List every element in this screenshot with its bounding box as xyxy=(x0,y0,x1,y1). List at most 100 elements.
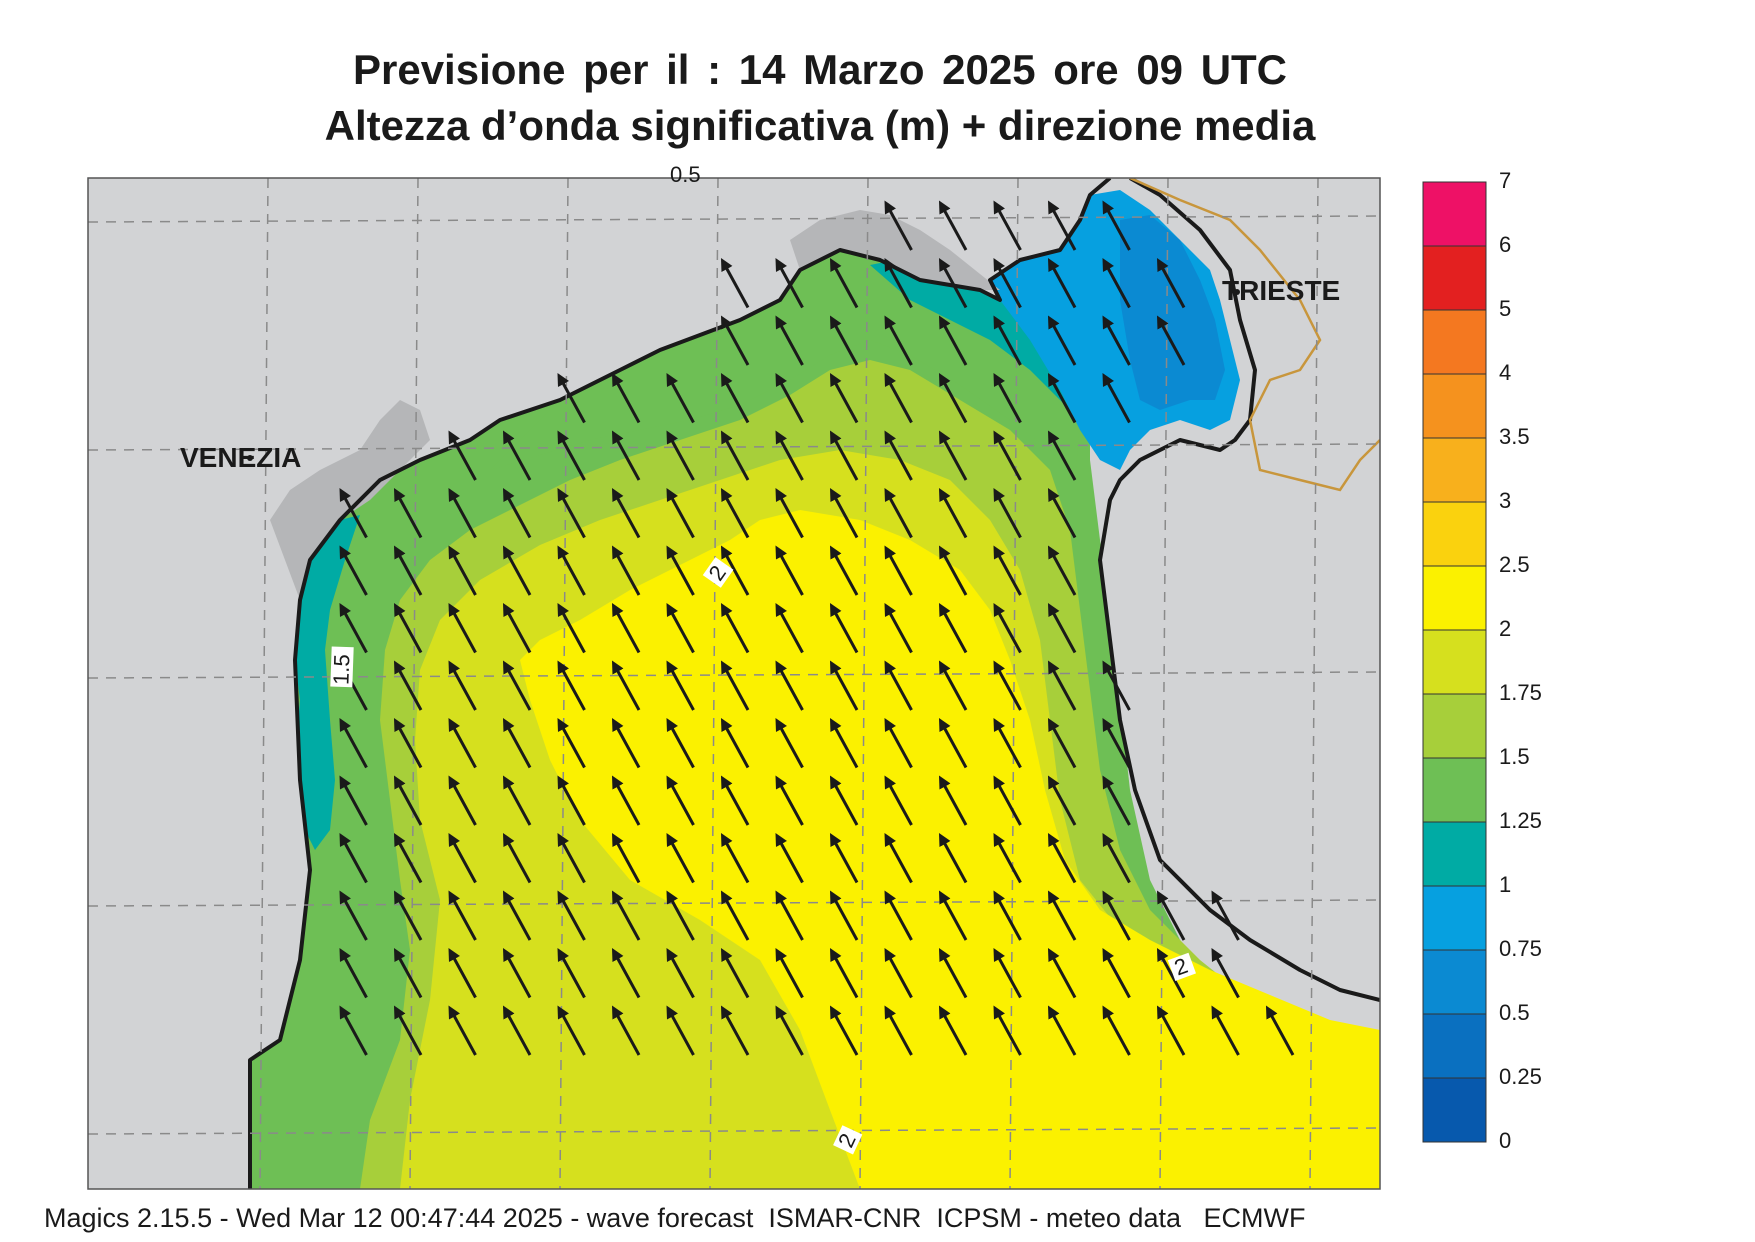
wave-direction-arrow xyxy=(502,660,532,711)
wave-direction-arrow xyxy=(393,947,423,999)
wave-direction-arrow xyxy=(829,1005,859,1056)
wave-direction-arrow xyxy=(611,660,641,711)
wave-direction-arrow xyxy=(775,602,804,654)
wave-direction-arrow xyxy=(884,775,913,826)
grid-meridian xyxy=(859,178,869,1189)
wave-direction-arrow xyxy=(720,602,750,654)
city-label-trieste: TRIESTE xyxy=(1222,275,1340,306)
legend-swatch xyxy=(1422,437,1487,503)
wave-direction-arrow xyxy=(993,1005,1022,1056)
wave-direction-arrow xyxy=(720,1005,750,1056)
legend-swatch xyxy=(1422,949,1487,1015)
wave-direction-arrow xyxy=(938,430,968,481)
wave-direction-arrow xyxy=(938,372,968,424)
legend-level-label: 1.75 xyxy=(1499,680,1542,705)
coastline-istria xyxy=(1098,178,1380,1002)
wave-direction-arrow xyxy=(502,890,532,941)
legend-level-label: 0.5 xyxy=(1499,1000,1530,1025)
wave-direction-arrow xyxy=(557,832,586,884)
wave-direction-arrow xyxy=(775,890,804,941)
wave-direction-arrow xyxy=(938,832,968,884)
wave-direction-arrow xyxy=(339,1005,368,1056)
wave-direction-arrow xyxy=(666,947,695,999)
wave-direction-arrow xyxy=(938,545,968,596)
wave-direction-arrow xyxy=(1047,200,1077,251)
wave-direction-arrow xyxy=(720,545,750,596)
wave-direction-arrow xyxy=(393,1005,423,1056)
wave-direction-arrow xyxy=(557,717,586,769)
wave-direction-arrow xyxy=(611,487,641,539)
wave-direction-arrow xyxy=(938,1005,968,1056)
venezia-marker xyxy=(247,455,253,461)
wave-direction-arrow xyxy=(884,200,913,251)
wave-direction-arrow xyxy=(775,315,804,366)
legend-swatch xyxy=(1422,693,1487,759)
wave-direction-arrow xyxy=(502,832,532,884)
legend-level-label: 6 xyxy=(1499,232,1512,257)
wave-direction-arrow xyxy=(666,487,695,539)
wave-direction-arrow xyxy=(448,545,477,596)
wave-direction-arrow xyxy=(611,545,641,596)
wave-direction-arrow xyxy=(666,602,695,654)
wave-direction-arrow xyxy=(1102,717,1131,769)
wave-direction-arrow xyxy=(993,660,1022,711)
wave-direction-arrow xyxy=(1102,257,1131,309)
legend-level-label: 0.75 xyxy=(1499,936,1542,961)
wave-direction-arrow xyxy=(720,430,750,481)
wave-direction-arrow xyxy=(938,602,968,654)
wave-direction-arrow xyxy=(993,947,1022,999)
wave-direction-arrow xyxy=(393,832,423,884)
sea-band-0.5-0.75-gulf xyxy=(1120,215,1225,410)
wave-direction-arrow xyxy=(993,315,1022,366)
wave-direction-arrow xyxy=(1047,430,1077,481)
wave-direction-arrow xyxy=(502,487,532,539)
wave-direction-arrow xyxy=(611,1005,641,1056)
wave-direction-arrow xyxy=(1102,1005,1131,1056)
wave-direction-arrow xyxy=(775,545,804,596)
wave-direction-arrow xyxy=(993,257,1022,309)
wave-direction-arrow xyxy=(448,1005,477,1056)
wave-direction-arrow xyxy=(393,602,423,654)
wave-direction-arrow xyxy=(829,257,859,309)
wave-direction-arrow xyxy=(884,832,913,884)
wave-direction-arrow xyxy=(448,487,477,539)
color-legend xyxy=(1422,181,1487,1143)
wave-direction-arrow xyxy=(1047,545,1077,596)
grid-meridian xyxy=(1309,178,1319,1189)
trieste-marker xyxy=(1234,289,1240,295)
wave-direction-arrow xyxy=(611,717,641,769)
wave-direction-arrow xyxy=(829,660,859,711)
legend-level-label: 2.5 xyxy=(1499,552,1530,577)
wave-direction-arrow xyxy=(502,717,532,769)
wave-direction-arrow xyxy=(448,660,477,711)
wave-direction-arrow xyxy=(502,947,532,999)
wave-direction-arrow xyxy=(775,430,804,481)
wave-direction-arrow xyxy=(993,545,1022,596)
map-grid xyxy=(88,178,1380,1189)
wave-direction-arrow xyxy=(829,775,859,826)
wave-direction-arrow xyxy=(829,947,859,999)
wave-direction-arrow xyxy=(1211,947,1240,999)
wave-direction-arrow xyxy=(393,545,423,596)
state-border xyxy=(1129,178,1380,492)
legend-swatch xyxy=(1422,821,1487,887)
wave-direction-arrow xyxy=(611,372,641,424)
wave-direction-arrow xyxy=(829,487,859,539)
wave-direction-arrow xyxy=(720,257,750,309)
wave-direction-arrow xyxy=(666,660,695,711)
wave-direction-arrow xyxy=(884,430,913,481)
wave-direction-arrow xyxy=(829,602,859,654)
wave-direction-arrow xyxy=(938,315,968,366)
wave-direction-arrow xyxy=(448,430,477,481)
wave-direction-arrow xyxy=(829,315,859,366)
wave-direction-arrow xyxy=(1156,947,1186,999)
wave-direction-arrow xyxy=(448,890,477,941)
grid-meridian xyxy=(409,178,419,1189)
wave-direction-arrow xyxy=(938,257,968,309)
wave-direction-arrow xyxy=(775,832,804,884)
grid-meridian xyxy=(709,178,719,1189)
wave-direction-arrow xyxy=(502,430,532,481)
wave-direction-arrow xyxy=(339,487,368,539)
wave-direction-arrow xyxy=(720,372,750,424)
legend-level-label: 0 xyxy=(1499,1128,1512,1153)
